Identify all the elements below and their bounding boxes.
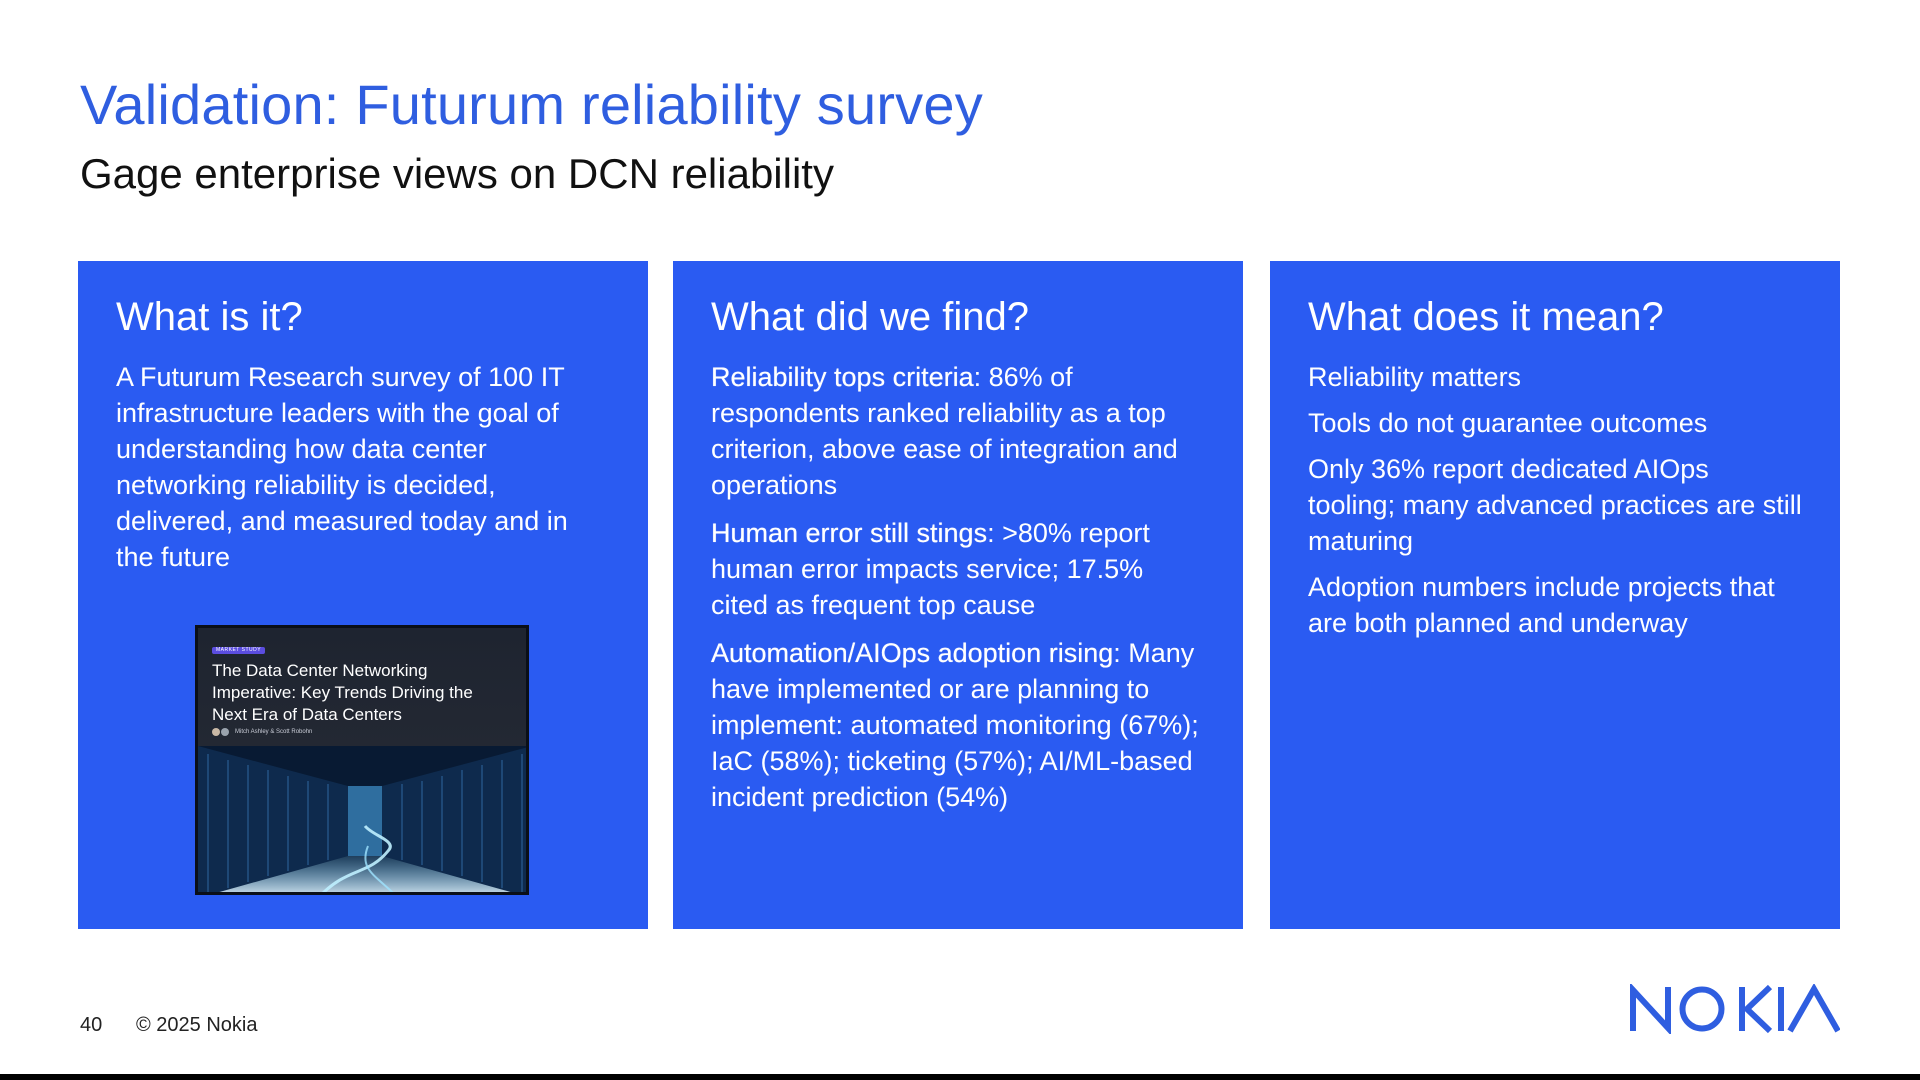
- finding-item: Automation/AIOps adoption rising: Many h…: [711, 635, 1205, 815]
- card-heading: What did we find?: [711, 295, 1029, 339]
- card-heading: What does it mean?: [1308, 295, 1664, 339]
- nokia-logo: [1630, 984, 1840, 1034]
- report-cover-image: MARKET STUDY The Data Center Networking …: [195, 625, 529, 895]
- slide-subtitle: Gage enterprise views on DCN reliability: [80, 150, 834, 197]
- card-body: A Futurum Research survey of 100 IT infr…: [116, 359, 576, 575]
- card-paragraph: A Futurum Research survey of 100 IT infr…: [116, 362, 568, 572]
- card-heading: What is it?: [116, 295, 303, 339]
- meaning-item: Only 36% report dedicated AIOps tooling;…: [1308, 454, 1802, 556]
- data-center-aisle-image: [198, 746, 526, 892]
- meaning-item: Tools do not guarantee outcomes: [1308, 408, 1708, 438]
- report-badge: MARKET STUDY: [212, 647, 266, 654]
- author-avatar-icon: [212, 728, 220, 736]
- report-authors: Mitch Ashley & Scott Robohn: [212, 728, 312, 736]
- finding-item: Reliability tops criteria: 86% of respon…: [711, 359, 1205, 503]
- report-authors-text: Mitch Ashley & Scott Robohn: [235, 729, 313, 735]
- finding-lead: Automation/AIOps adoption rising: [711, 638, 1114, 668]
- meaning-item: Reliability matters: [1308, 362, 1522, 392]
- finding-lead: Reliability tops criteria: [711, 362, 974, 392]
- card-what-is-it: What is it? A Futurum Research survey of…: [78, 261, 648, 929]
- meaning-item: Adoption numbers include projects that a…: [1308, 572, 1775, 638]
- card-body: Reliability tops criteria: 86% of respon…: [711, 359, 1205, 815]
- author-avatar-icon: [221, 728, 229, 736]
- finding-text: : >80% report human error impacts servic…: [711, 518, 1150, 620]
- card-body: Reliability matters Tools do not guarant…: [1308, 359, 1802, 641]
- card-what-did-we-find: What did we find? Reliability tops crite…: [673, 261, 1243, 929]
- finding-item: Human error still stings: >80% report hu…: [711, 515, 1205, 623]
- finding-text: : Many have implemented or are planning …: [711, 638, 1199, 812]
- finding-text: : 86% of respondents ranked reliability …: [711, 362, 1178, 500]
- slide-title: Validation: Futurum reliability survey: [80, 73, 983, 136]
- report-title: The Data Center Networking Imperative: K…: [212, 661, 473, 724]
- bottom-bar: [0, 1074, 1920, 1080]
- page-number: 40: [80, 1014, 103, 1036]
- server-aisle-graphic: [198, 746, 526, 892]
- report-cover-header: MARKET STUDY The Data Center Networking …: [198, 628, 526, 746]
- copyright-text: © 2025 Nokia: [136, 1014, 258, 1036]
- card-what-does-it-mean: What does it mean? Reliability matters T…: [1270, 261, 1840, 929]
- finding-lead: Human error still stings: [711, 518, 988, 548]
